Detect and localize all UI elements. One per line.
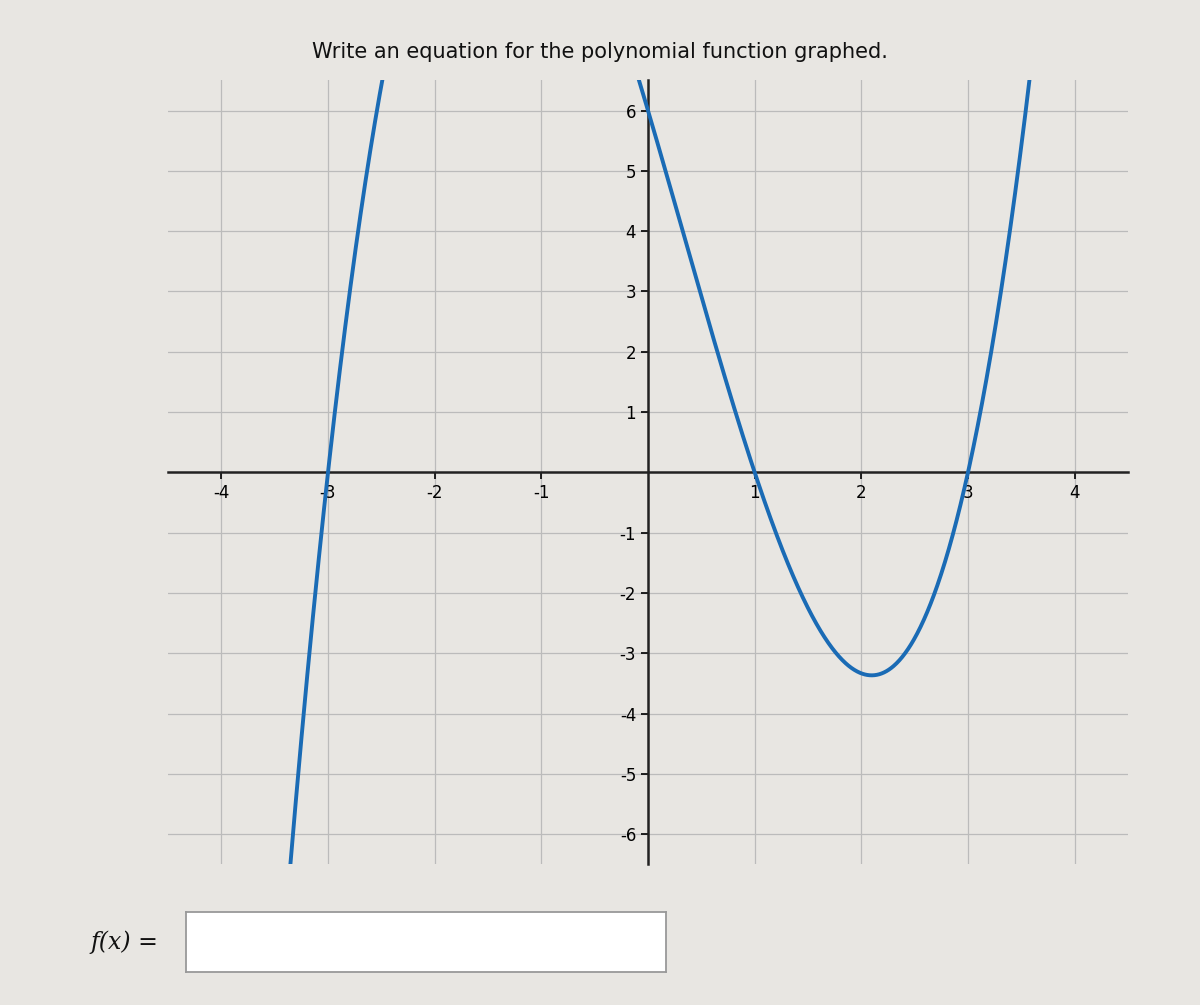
Text: Write an equation for the polynomial function graphed.: Write an equation for the polynomial fun… xyxy=(312,42,888,62)
Text: f(x) =: f(x) = xyxy=(90,931,158,955)
